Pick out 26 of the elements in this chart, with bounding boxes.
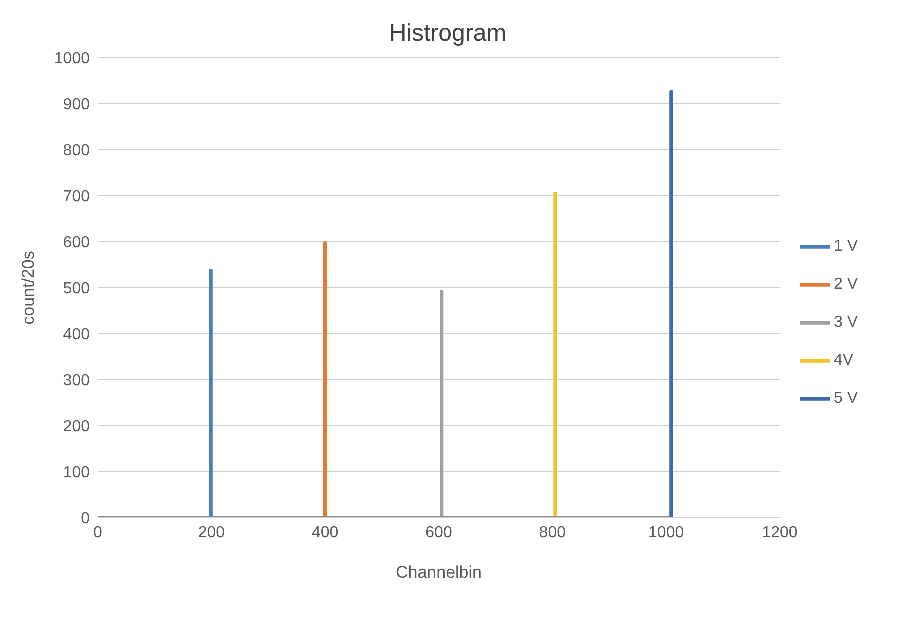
legend-label: 4V [834,352,854,369]
y-tick-label: 0 [81,510,90,528]
y-tick-label: 800 [63,142,90,160]
y-tick-label: 400 [63,326,90,344]
y-tick-label: 200 [63,418,90,436]
y-tick-label: 900 [63,96,90,114]
legend-label: 1 V [834,238,858,255]
y-tick-label: 1000 [54,50,90,68]
x-tick-label: 400 [312,524,339,542]
y-tick-label: 300 [63,372,90,390]
y-axis-title: count/20s [19,251,38,325]
legend-label: 5 V [834,390,858,407]
x-tick-label: 1000 [648,524,684,542]
chart-title: Histrogram [388,19,508,48]
y-tick-label: 700 [63,188,90,206]
y-tick-label: 500 [63,280,90,298]
legend-label: 2 V [834,276,858,293]
x-axis-title: Channelbin [396,563,482,582]
y-tick-label: 600 [63,234,90,252]
x-tick-label: 200 [198,524,226,542]
x-tick-label: 600 [426,524,452,542]
legend-label: 3 V [834,314,858,331]
x-tick-label: 1200 [762,524,798,542]
x-tick-label: 0 [94,524,103,542]
y-tick-label: 100 [63,464,90,482]
x-tick-label: 800 [539,524,566,542]
